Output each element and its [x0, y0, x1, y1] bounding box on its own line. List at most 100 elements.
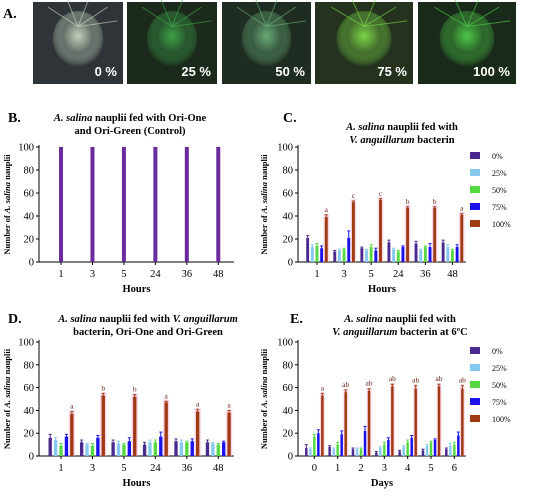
- nauplius-appendage: [434, 6, 468, 28]
- significance-letter: a: [70, 402, 74, 411]
- bar: [369, 247, 373, 262]
- x-tick-label: 48: [213, 463, 224, 474]
- bar: [351, 202, 355, 262]
- y-tick-label: 40: [283, 406, 294, 417]
- x-tick-label: 24: [150, 269, 161, 280]
- bar: [101, 395, 105, 456]
- x-tick-label: 5: [428, 463, 433, 474]
- bar: [153, 442, 158, 456]
- significance-letter: b: [433, 197, 437, 206]
- chart-title-segment: bacterin at 6ºC: [397, 327, 467, 338]
- bar: [85, 444, 89, 456]
- bar: [351, 449, 355, 456]
- y-tick-label: 100: [277, 338, 293, 349]
- x-tick-label: 4: [405, 463, 411, 474]
- bar: [457, 435, 460, 456]
- y-tick-label: 20: [283, 235, 294, 246]
- bar: [310, 247, 314, 262]
- bar: [142, 444, 147, 456]
- bar: [406, 442, 409, 456]
- panel-a: A. 0 % 25 % 50 % 75 % 100 %: [3, 0, 516, 84]
- y-axis-label-segment: Number of: [259, 213, 269, 254]
- y-axis-label: Number of A. salina nauplii: [259, 154, 269, 255]
- bar: [116, 443, 121, 456]
- bar: [48, 437, 52, 456]
- chart-title-segment: nauplii fed with Ori-One: [92, 113, 206, 124]
- bar: [309, 449, 312, 456]
- bar: [179, 442, 184, 456]
- nauplius-appendage: [351, 0, 365, 27]
- bar: [421, 450, 425, 456]
- nauplius-body: [52, 11, 104, 67]
- legend-swatch: [470, 347, 480, 354]
- bar: [347, 237, 351, 262]
- x-tick-label: 5: [121, 269, 126, 280]
- bar: [383, 444, 386, 456]
- bar: [425, 445, 429, 456]
- x-tick-label: 48: [447, 269, 458, 280]
- x-tick-label: 36: [182, 463, 193, 474]
- y-tick-label: 100: [18, 338, 34, 349]
- legend-swatch: [470, 364, 480, 371]
- chart-panel-c: C. A. salina nauplii fed with V. anguillar…: [259, 111, 511, 295]
- chart-title-segment: A. salina: [345, 122, 385, 133]
- nauplius-appendage: [266, 0, 278, 27]
- photo-label: 25 %: [181, 64, 211, 79]
- nauplius-appendage: [255, 0, 267, 27]
- bar: [90, 147, 95, 262]
- bar: [441, 242, 445, 262]
- bar: [391, 386, 394, 456]
- bar: [211, 443, 215, 456]
- chart-title-line: bacterin, Ori-One and Ori-Green: [73, 327, 223, 338]
- x-tick-label: 24: [393, 269, 404, 280]
- y-tick-label: 20: [24, 235, 35, 246]
- x-tick-label: 5: [369, 269, 374, 280]
- x-tick-label: 36: [420, 269, 431, 280]
- nauplius-appendage: [77, 6, 108, 28]
- bar: [363, 430, 367, 456]
- x-tick-label: 0: [312, 463, 317, 474]
- bar: [328, 446, 331, 456]
- panel-letter: B.: [8, 111, 21, 126]
- nauplius-appendage: [47, 6, 79, 28]
- legend-swatch: [470, 152, 480, 159]
- y-axis-label-segment: A. salina: [259, 376, 269, 409]
- significance-letter: b: [406, 197, 410, 206]
- nauplius-appendage: [454, 0, 468, 27]
- y-tick-label: 60: [24, 383, 35, 394]
- significance-letter: a: [165, 391, 169, 400]
- bar: [333, 251, 337, 262]
- bar: [433, 440, 437, 456]
- nauplius-appendage: [66, 0, 79, 27]
- significance-letter: ab: [412, 375, 419, 384]
- chart-title-line: A. salina nauplii fed with: [345, 122, 458, 133]
- chart-title-segment: and Ori-Green (Control): [74, 126, 186, 137]
- nauplius-appendage: [266, 6, 297, 28]
- bar: [321, 395, 324, 456]
- bar: [453, 444, 456, 456]
- bar: [451, 250, 454, 262]
- bar: [159, 436, 163, 456]
- chart-panel-e: E. A. salina nauplii fed with V. anguillar…: [259, 312, 511, 489]
- significance-letter: a: [227, 400, 231, 409]
- chart-title-segment: bacterin: [415, 135, 455, 146]
- bar: [365, 250, 368, 262]
- y-axis-label-segment: Number of: [2, 408, 12, 449]
- y-tick-label: 40: [24, 212, 35, 223]
- significance-letter: a: [325, 205, 329, 214]
- x-tick-label: 3: [341, 269, 346, 280]
- bar: [401, 247, 405, 262]
- significance-letter: ab: [365, 379, 372, 388]
- bar: [174, 441, 178, 456]
- legend-label: 0%: [492, 347, 503, 356]
- significance-letter: ab: [342, 380, 349, 389]
- y-tick-label: 100: [277, 143, 293, 154]
- bar: [190, 441, 194, 456]
- x-tick-label: 5: [121, 463, 126, 474]
- microscope-photo: 25 %: [127, 0, 217, 84]
- bar: [59, 445, 63, 456]
- bar: [317, 433, 320, 456]
- microscope-photo: 50 %: [222, 0, 311, 84]
- bar: [419, 250, 423, 262]
- legend-label: 0%: [492, 152, 503, 161]
